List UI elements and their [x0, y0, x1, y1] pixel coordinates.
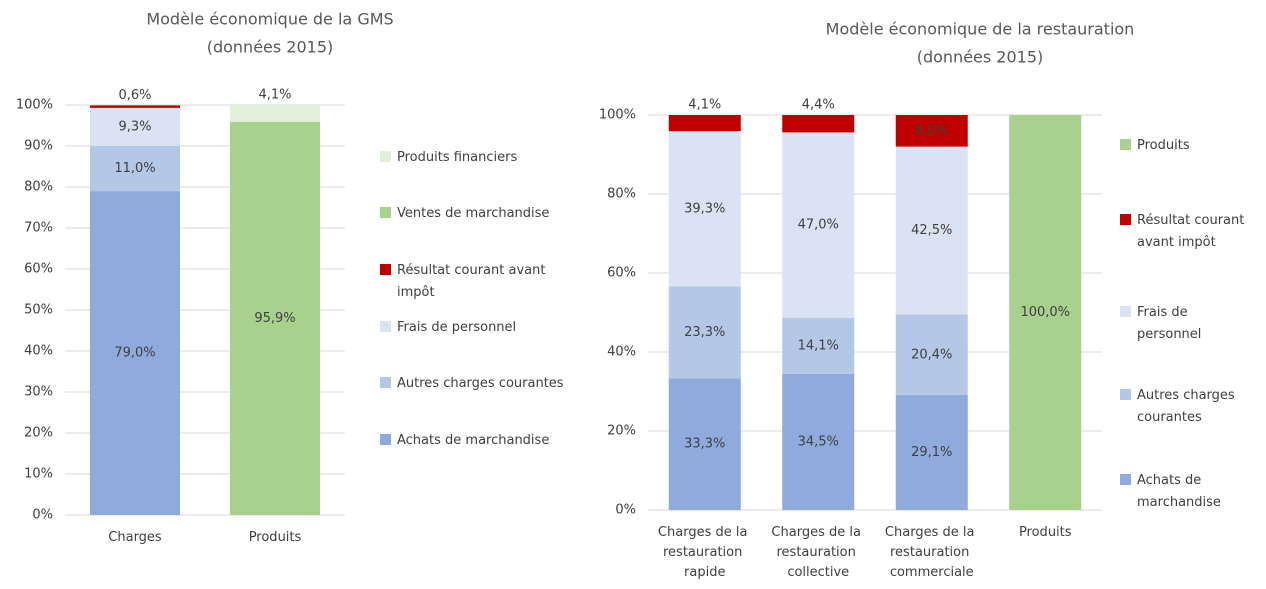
bar-segment	[90, 146, 180, 192]
legend-label: Frais de personnel	[1137, 305, 1201, 342]
bar-segment	[782, 132, 855, 319]
x-tick-label: Charges de la restauration commerciale	[885, 525, 979, 580]
legend-swatch	[1120, 214, 1131, 225]
y-tick-label: 80%	[607, 187, 636, 202]
value-label: 95,9%	[254, 311, 295, 326]
y-tick-label: 20%	[24, 426, 53, 441]
bar-segment	[668, 131, 741, 287]
bar-segment	[668, 286, 741, 379]
legend-label: Ventes de marchandise	[397, 206, 549, 221]
value-label: 8,0%	[915, 123, 948, 138]
legend-swatch	[1120, 139, 1131, 150]
value-label: 20,4%	[911, 347, 952, 362]
legend-swatch	[380, 264, 391, 275]
value-label: 23,3%	[684, 325, 725, 340]
value-label: 79,0%	[114, 346, 155, 361]
value-label: 34,5%	[798, 434, 839, 449]
bar-segment	[230, 121, 320, 515]
legend-swatch	[380, 321, 391, 332]
bar-segment	[782, 115, 855, 133]
legend-label: Résultat courant avant impôt	[1137, 213, 1248, 250]
y-tick-label: 90%	[24, 139, 53, 154]
value-label: 4,4%	[802, 98, 835, 113]
x-tick-label: Charges	[108, 530, 162, 545]
bar-segment	[90, 107, 180, 146]
legend-label: Achats de marchandise	[397, 433, 549, 448]
value-label: 0,6%	[118, 88, 151, 103]
y-tick-label: 80%	[24, 180, 53, 195]
y-tick-label: 40%	[24, 344, 53, 359]
legend-label: Frais de personnel	[397, 320, 516, 335]
y-tick-label: 20%	[607, 424, 636, 439]
y-tick-label: 60%	[607, 266, 636, 281]
value-label: 100,0%	[1020, 305, 1070, 320]
value-label: 9,3%	[118, 119, 151, 134]
legend-swatch	[380, 207, 391, 218]
legend-swatch	[1120, 389, 1131, 400]
y-tick-label: 10%	[24, 467, 53, 482]
y-tick-label: 60%	[24, 262, 53, 277]
bar-segment	[1009, 115, 1082, 510]
x-tick-label: Produits	[1019, 525, 1072, 540]
value-label: 29,1%	[911, 445, 952, 460]
legend-label: Produits	[1137, 138, 1190, 153]
value-label: 33,3%	[684, 437, 725, 452]
legend-swatch	[380, 377, 391, 388]
chart-title: Modèle économique de la restauration	[826, 20, 1135, 39]
bar-segment	[895, 395, 968, 510]
bar-segment	[668, 378, 741, 510]
legend-swatch	[380, 151, 391, 162]
value-label: 4,1%	[258, 88, 291, 103]
y-tick-label: 70%	[24, 221, 53, 236]
value-label: 11,0%	[114, 161, 155, 176]
legend-label: Autres charges courantes	[1137, 388, 1239, 425]
bar-segment	[230, 105, 320, 122]
bar-segment	[782, 318, 855, 374]
chart-title: Modèle économique de la GMS	[146, 10, 393, 29]
legend-label: Achats de marchandise	[1137, 473, 1221, 510]
value-label: 42,5%	[911, 223, 952, 238]
value-label: 39,3%	[684, 201, 725, 216]
legend-label: Autres charges courantes	[397, 376, 564, 391]
bar-segment	[895, 314, 968, 396]
x-tick-label: Charges de la restauration collective	[771, 525, 865, 580]
value-label: 14,1%	[798, 338, 839, 353]
legend-label: Produits financiers	[397, 150, 517, 165]
bar-segment	[782, 373, 855, 510]
value-label: 47,0%	[798, 218, 839, 233]
bar-segment	[895, 146, 968, 315]
chart-subtitle: (données 2015)	[917, 48, 1044, 67]
legend-label: Résultat courant avant impôt	[397, 263, 550, 300]
value-label: 4,1%	[688, 98, 721, 113]
legend-swatch	[1120, 306, 1131, 317]
chart-subtitle: (données 2015)	[207, 38, 334, 57]
bar-segment	[90, 191, 180, 515]
y-tick-label: 0%	[32, 508, 53, 523]
y-tick-label: 100%	[599, 108, 636, 123]
bar-segment	[90, 105, 180, 108]
bar-segment	[895, 115, 968, 147]
bar-segment	[668, 115, 741, 132]
x-tick-label: Produits	[249, 530, 302, 545]
y-tick-label: 30%	[24, 385, 53, 400]
x-tick-label: Charges de la restauration rapide	[658, 525, 752, 580]
legend-swatch	[380, 434, 391, 445]
y-tick-label: 100%	[16, 98, 53, 113]
y-tick-label: 50%	[24, 303, 53, 318]
y-tick-label: 0%	[615, 503, 636, 518]
legend-swatch	[1120, 474, 1131, 485]
y-tick-label: 40%	[607, 345, 636, 360]
